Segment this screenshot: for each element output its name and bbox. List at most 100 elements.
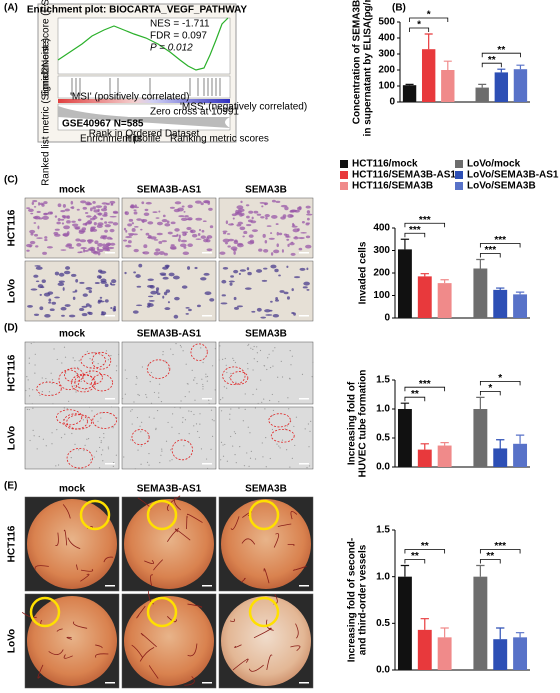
cell [172,275,180,280]
speck [276,443,278,445]
cell [43,201,48,205]
cell [54,215,58,218]
speck [29,439,31,442]
cell [291,288,294,292]
speck [248,465,250,468]
cell [54,296,60,299]
cell [95,205,103,209]
cell [274,268,279,273]
cell [161,218,168,223]
axis-label: Ranked list metric (Signal2Noise) [41,38,52,186]
cell [135,274,141,278]
speck [261,442,263,444]
speck [161,450,163,452]
cell [162,214,166,218]
cell [305,235,311,239]
speck [180,400,182,402]
speck [155,427,157,429]
bar [397,249,412,318]
cell [278,274,281,277]
cell [156,232,163,236]
cell [109,237,113,240]
speck [164,360,167,362]
cell [100,208,108,212]
bar [437,283,452,318]
cell [191,233,198,238]
speck [65,372,67,374]
vessel [67,537,81,549]
cell [236,205,244,210]
speck [200,448,203,450]
speck [91,410,93,412]
speck [265,466,267,468]
speck [304,428,306,430]
cell [181,231,189,234]
cell [305,244,312,249]
cell [136,285,142,288]
cell [60,218,65,221]
speck [208,399,210,401]
cell [81,230,86,233]
y-axis-label: in supernatant by ELISA(pg/ml) [363,0,374,136]
cell [236,223,242,227]
cell [293,276,301,279]
cell [268,237,275,240]
speck [253,345,255,348]
cell [178,238,181,242]
axis-label: Enrichment score (ES) [41,0,52,96]
cell [293,236,299,240]
gsea-legend: Ranking metric scores [170,134,269,145]
bar [402,85,417,102]
error-bar [515,291,525,295]
bar [437,445,452,467]
y-tick-label: 0 [384,313,390,324]
enrichment-curve [57,17,229,71]
cell [25,243,33,248]
cell [141,201,145,205]
cell [107,246,115,250]
speck [222,397,224,399]
cell [273,249,280,254]
vessel [80,568,94,572]
speck [253,358,255,360]
micrograph [218,260,314,322]
vessel [229,618,235,622]
membrane [221,499,311,589]
cell [299,267,306,271]
cell [60,249,67,251]
speck [267,357,269,359]
speck [174,406,176,409]
cell [155,217,160,219]
cell [35,280,40,283]
significance-bracket [479,391,501,396]
speck [214,389,216,391]
cell [104,221,108,224]
cell [263,248,269,253]
cell [237,208,245,213]
legend-label: LoVo/mock [467,159,521,170]
speck [184,419,187,421]
speck [281,439,284,441]
cell [245,204,250,207]
y-tick-label: 500 [378,17,395,28]
speck [308,465,311,467]
cell [143,244,148,249]
row-label: LoVo [7,629,18,653]
micrograph [218,496,314,592]
image-bg [121,406,217,470]
speck [306,467,308,469]
gsea-stat: P = 0.012 [150,43,193,54]
speck [202,361,204,364]
membrane [124,596,214,686]
speck [28,357,30,359]
legend-label: LoVo/SEMA3B-AS1 [467,170,559,181]
bar [421,49,436,102]
highlight-circle [79,499,111,531]
speck [31,403,33,405]
speck [256,352,258,354]
cell [70,273,77,277]
speck [193,379,195,381]
speck [197,430,199,433]
cell [124,211,129,216]
cell [142,251,145,254]
